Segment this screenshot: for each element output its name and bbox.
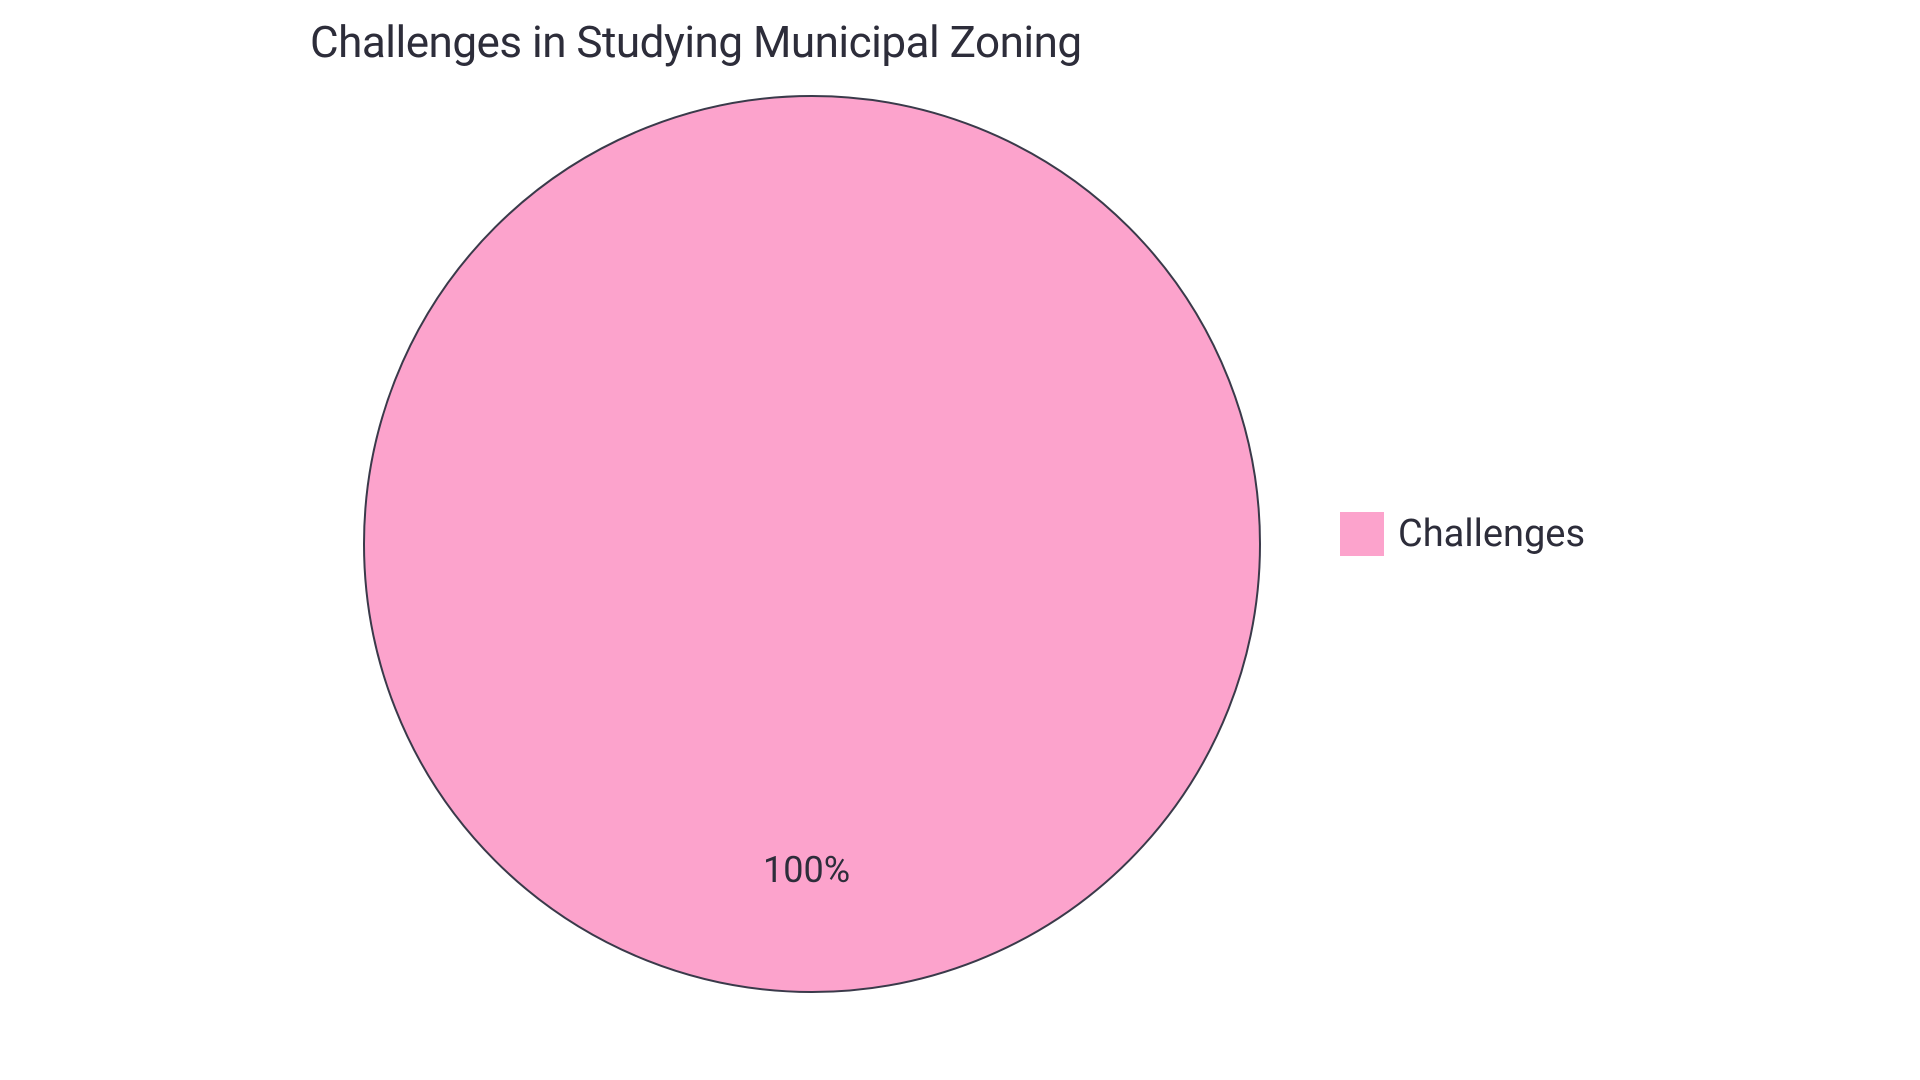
legend-label-challenges: Challenges	[1398, 512, 1585, 556]
legend: Challenges	[1340, 512, 1585, 556]
chart-title: Challenges in Studying Municipal Zoning	[310, 16, 1082, 68]
legend-swatch-challenges	[1340, 512, 1384, 556]
pie-percent-label: 100%	[763, 849, 850, 891]
